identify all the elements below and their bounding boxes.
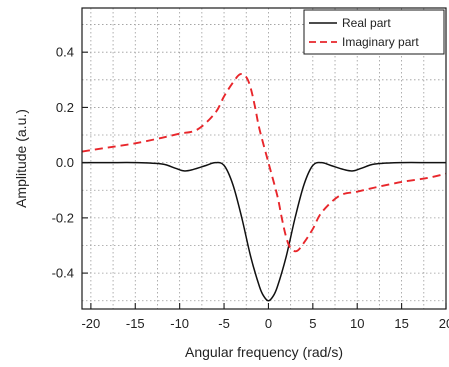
series-line-imaginary-part	[82, 73, 446, 253]
series-line-real-part	[82, 161, 446, 302]
legend-label-real-part: Real part	[342, 16, 391, 30]
x-tick-label: 20	[439, 316, 449, 331]
x-tick-label: 5	[309, 316, 316, 331]
plot-frame	[81, 7, 447, 310]
series-lines	[82, 73, 446, 302]
legend-box	[303, 9, 445, 55]
y-tick-label: -0.4	[52, 266, 74, 281]
x-tick-label: -20	[81, 316, 100, 331]
x-tick-label: -5	[218, 316, 230, 331]
y-tick-label: 0.4	[56, 45, 74, 60]
x-tick-label: 15	[394, 316, 408, 331]
y-tick-label: -0.2	[52, 210, 74, 225]
x-tick-label: -10	[170, 316, 189, 331]
x-axis-label: Angular frequency (rad/s)	[185, 344, 343, 360]
y-tick-label: 0.2	[56, 100, 74, 115]
y-axis-label: Amplitude (a.u.)	[13, 109, 29, 208]
x-tick-label: -15	[126, 316, 145, 331]
x-tick-label: 10	[350, 316, 364, 331]
grid	[82, 8, 446, 309]
legend: Real part Imaginary part	[303, 9, 445, 55]
legend-label-imaginary-part: Imaginary part	[342, 35, 419, 49]
y-tick-label: 0.0	[56, 155, 74, 170]
axis-ticks: -20 -15 -10 -5 0 5 10 15 20 -0.4 -0.2 0.0 0.2 0.4	[52, 45, 449, 331]
x-tick-label: 0	[265, 316, 272, 331]
